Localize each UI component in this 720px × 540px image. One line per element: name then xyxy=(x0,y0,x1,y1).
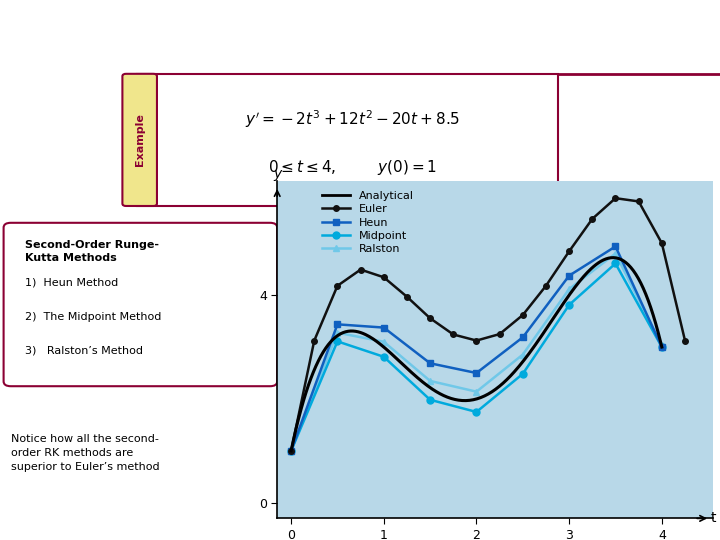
Euler xyxy=(518,312,527,318)
Text: Notice how all the second-
order RK methods are
superior to Euler’s method: Notice how all the second- order RK meth… xyxy=(11,434,159,472)
Ralston xyxy=(518,352,527,358)
Text: $0 \leq t \leq 4,$        $y(0) = 1$: $0 \leq t \leq 4,$ $y(0) = 1$ xyxy=(269,158,437,177)
Midpoint xyxy=(426,396,434,403)
Midpoint xyxy=(564,302,573,308)
Euler xyxy=(402,294,411,300)
Analytical xyxy=(506,373,515,379)
Ralston xyxy=(287,448,295,454)
Midpoint xyxy=(287,448,295,454)
Heun xyxy=(333,321,342,328)
Euler xyxy=(680,338,689,344)
Heun xyxy=(287,448,295,454)
Ralston xyxy=(472,388,481,395)
Text: $y' = -2t^3 + 12t^2 - 20t + 8.5$: $y' = -2t^3 + 12t^2 - 20t + 8.5$ xyxy=(246,109,460,130)
Text: 1)  Heun Method: 1) Heun Method xyxy=(25,278,119,288)
Euler xyxy=(379,274,388,280)
Analytical xyxy=(287,448,295,454)
Analytical xyxy=(508,372,516,378)
Euler xyxy=(333,282,342,289)
Midpoint xyxy=(518,370,527,377)
Line: Euler: Euler xyxy=(288,195,688,454)
Euler xyxy=(541,282,550,289)
Midpoint xyxy=(657,344,666,350)
Analytical xyxy=(624,261,633,268)
Euler xyxy=(310,338,318,344)
Euler xyxy=(449,331,458,338)
Analytical xyxy=(609,254,618,261)
Euler xyxy=(495,331,504,338)
FancyBboxPatch shape xyxy=(137,74,558,206)
Heun xyxy=(426,360,434,367)
Ralston xyxy=(333,329,342,336)
Midpoint xyxy=(379,354,388,360)
Euler xyxy=(356,266,365,273)
Euler xyxy=(611,195,620,201)
Euler xyxy=(588,215,597,222)
Text: RUNGE-KUTTA METHODS: RUNGE-KUTTA METHODS xyxy=(151,23,345,37)
Heun xyxy=(611,243,620,249)
Analytical xyxy=(657,344,666,350)
Line: Analytical: Analytical xyxy=(291,258,662,451)
Analytical xyxy=(599,256,608,263)
Text: 2)  The Midpoint Method: 2) The Midpoint Method xyxy=(25,312,161,321)
FancyBboxPatch shape xyxy=(122,74,157,206)
Ralston xyxy=(379,339,388,345)
Line: Midpoint: Midpoint xyxy=(287,260,665,454)
Ralston xyxy=(426,377,434,384)
Midpoint xyxy=(611,260,620,267)
Euler xyxy=(287,448,295,454)
Ralston xyxy=(564,286,573,292)
Analytical xyxy=(513,364,522,371)
Text: 3)   Ralston’s Method: 3) Ralston’s Method xyxy=(25,345,143,355)
Line: Ralston: Ralston xyxy=(287,250,665,454)
Line: Heun: Heun xyxy=(287,243,665,454)
Euler xyxy=(634,198,643,205)
Text: Sec: 25. 3: Sec: 25. 3 xyxy=(11,16,165,44)
Heun xyxy=(379,325,388,331)
Analytical xyxy=(288,442,297,448)
Euler xyxy=(657,240,666,246)
Heun xyxy=(472,370,481,376)
Ralston xyxy=(611,251,620,257)
Euler xyxy=(426,315,434,321)
Midpoint xyxy=(472,409,481,415)
Text: Second-Order Runge-
Kutta Methods: Second-Order Runge- Kutta Methods xyxy=(25,240,159,263)
Euler xyxy=(472,338,481,344)
Legend: Analytical, Euler, Heun, Midpoint, Ralston: Analytical, Euler, Heun, Midpoint, Ralst… xyxy=(318,186,418,259)
Midpoint xyxy=(333,338,342,345)
FancyBboxPatch shape xyxy=(4,223,277,386)
Text: Example: Example xyxy=(135,113,145,166)
Heun xyxy=(657,344,666,350)
Text: t: t xyxy=(711,511,716,525)
Text: y: y xyxy=(273,167,282,181)
Heun xyxy=(564,272,573,279)
Ralston xyxy=(657,342,666,349)
Heun xyxy=(518,334,527,341)
Euler xyxy=(564,248,573,254)
